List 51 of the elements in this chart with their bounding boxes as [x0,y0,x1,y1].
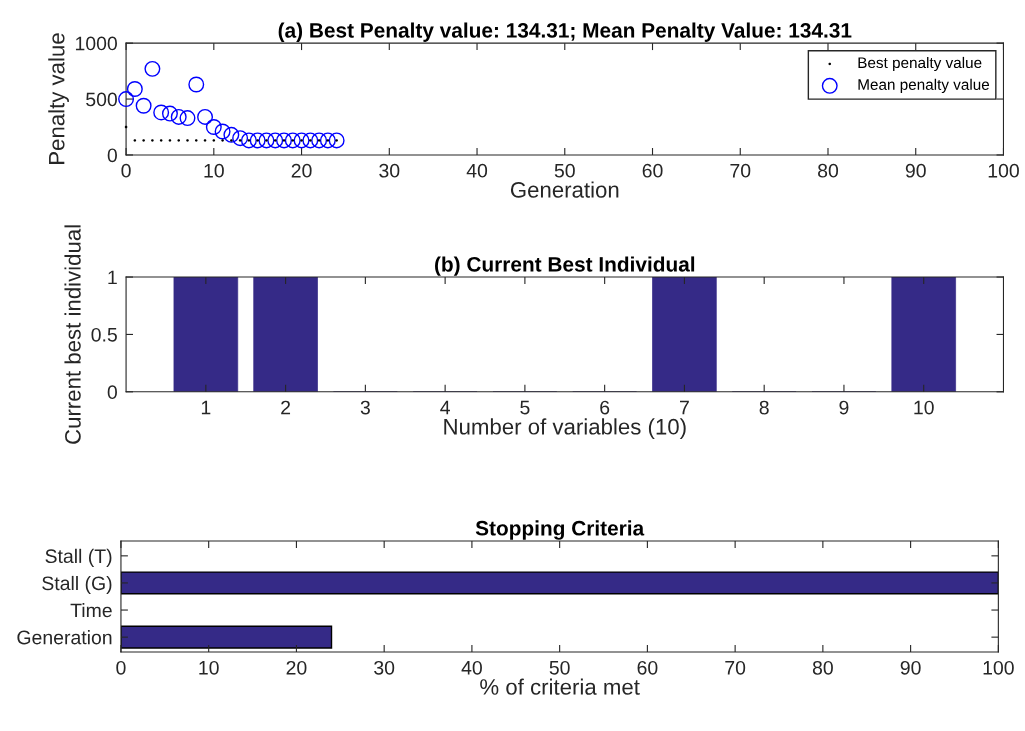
x-tick-label: 30 [374,660,395,675]
y-tick-label: 1000 [75,36,117,51]
x-tick-label: 90 [900,660,921,675]
y-tick-label: 0.5 [91,327,117,342]
y-tick-label: Time [70,603,112,618]
y-tick-label: 1 [108,270,117,285]
x-tick-label: 0 [121,163,131,178]
x-tick-label: 10 [204,163,224,178]
x-tick-label: 5 [520,400,530,415]
x-tick-label: 8 [759,400,769,415]
x-tick-label: 4 [440,400,450,415]
x-tick-label: 100 [988,163,1019,178]
x-tick-label: 60 [642,163,663,178]
x-tick-label: 50 [549,660,570,675]
x-tick-label: 10 [199,660,219,675]
x-tick-label: 30 [379,163,400,178]
x-axis-title: Generation [510,181,619,198]
x-tick-label: 6 [600,400,610,415]
x-tick-label: 10 [914,400,934,415]
x-tick-label: 9 [839,400,849,415]
legend-label: Best penalty value [858,56,982,72]
x-tick-label: 100 [983,660,1014,675]
y-tick-label: 0 [107,148,117,163]
x-tick-label: 80 [818,163,839,178]
x-tick-label: 60 [637,660,658,675]
x-tick-label: 70 [725,660,746,675]
x-tick-label: 40 [466,163,488,178]
legend-label: Mean penalty value [858,78,990,93]
y-axis-title: Penalty value [48,33,69,164]
chart-title: (b) Current Best Individual [435,256,695,276]
y-axis-title: Current best individual [64,225,81,444]
x-tick-label: 20 [286,660,307,675]
x-axis-title: Number of variables (10) [444,418,686,439]
y-tick-label: 0 [107,385,117,400]
x-tick-label: 40 [461,660,482,675]
x-tick-label: 80 [812,660,833,675]
x-tick-label: 90 [905,163,926,178]
x-axis-title: % of criteria met [480,678,640,695]
x-tick-label: 1 [201,400,211,415]
x-tick-label: 20 [291,163,312,178]
x-tick-label: 50 [554,163,575,178]
x-tick-label: 7 [680,400,689,415]
y-tick-label: 500 [86,92,117,107]
x-tick-label: 2 [281,400,291,415]
x-tick-label: 3 [360,400,370,415]
chart-title: Stopping Criteria [475,520,645,540]
y-tick-label: Stall (G) [42,575,112,595]
y-tick-label: Generation [17,630,112,645]
y-tick-label: Stall (T) [45,548,112,567]
chart-title: (a) Best Penalty value: 134.31; Mean Penalty Value: 134.31 [278,22,852,42]
x-tick-label: 70 [730,163,751,178]
